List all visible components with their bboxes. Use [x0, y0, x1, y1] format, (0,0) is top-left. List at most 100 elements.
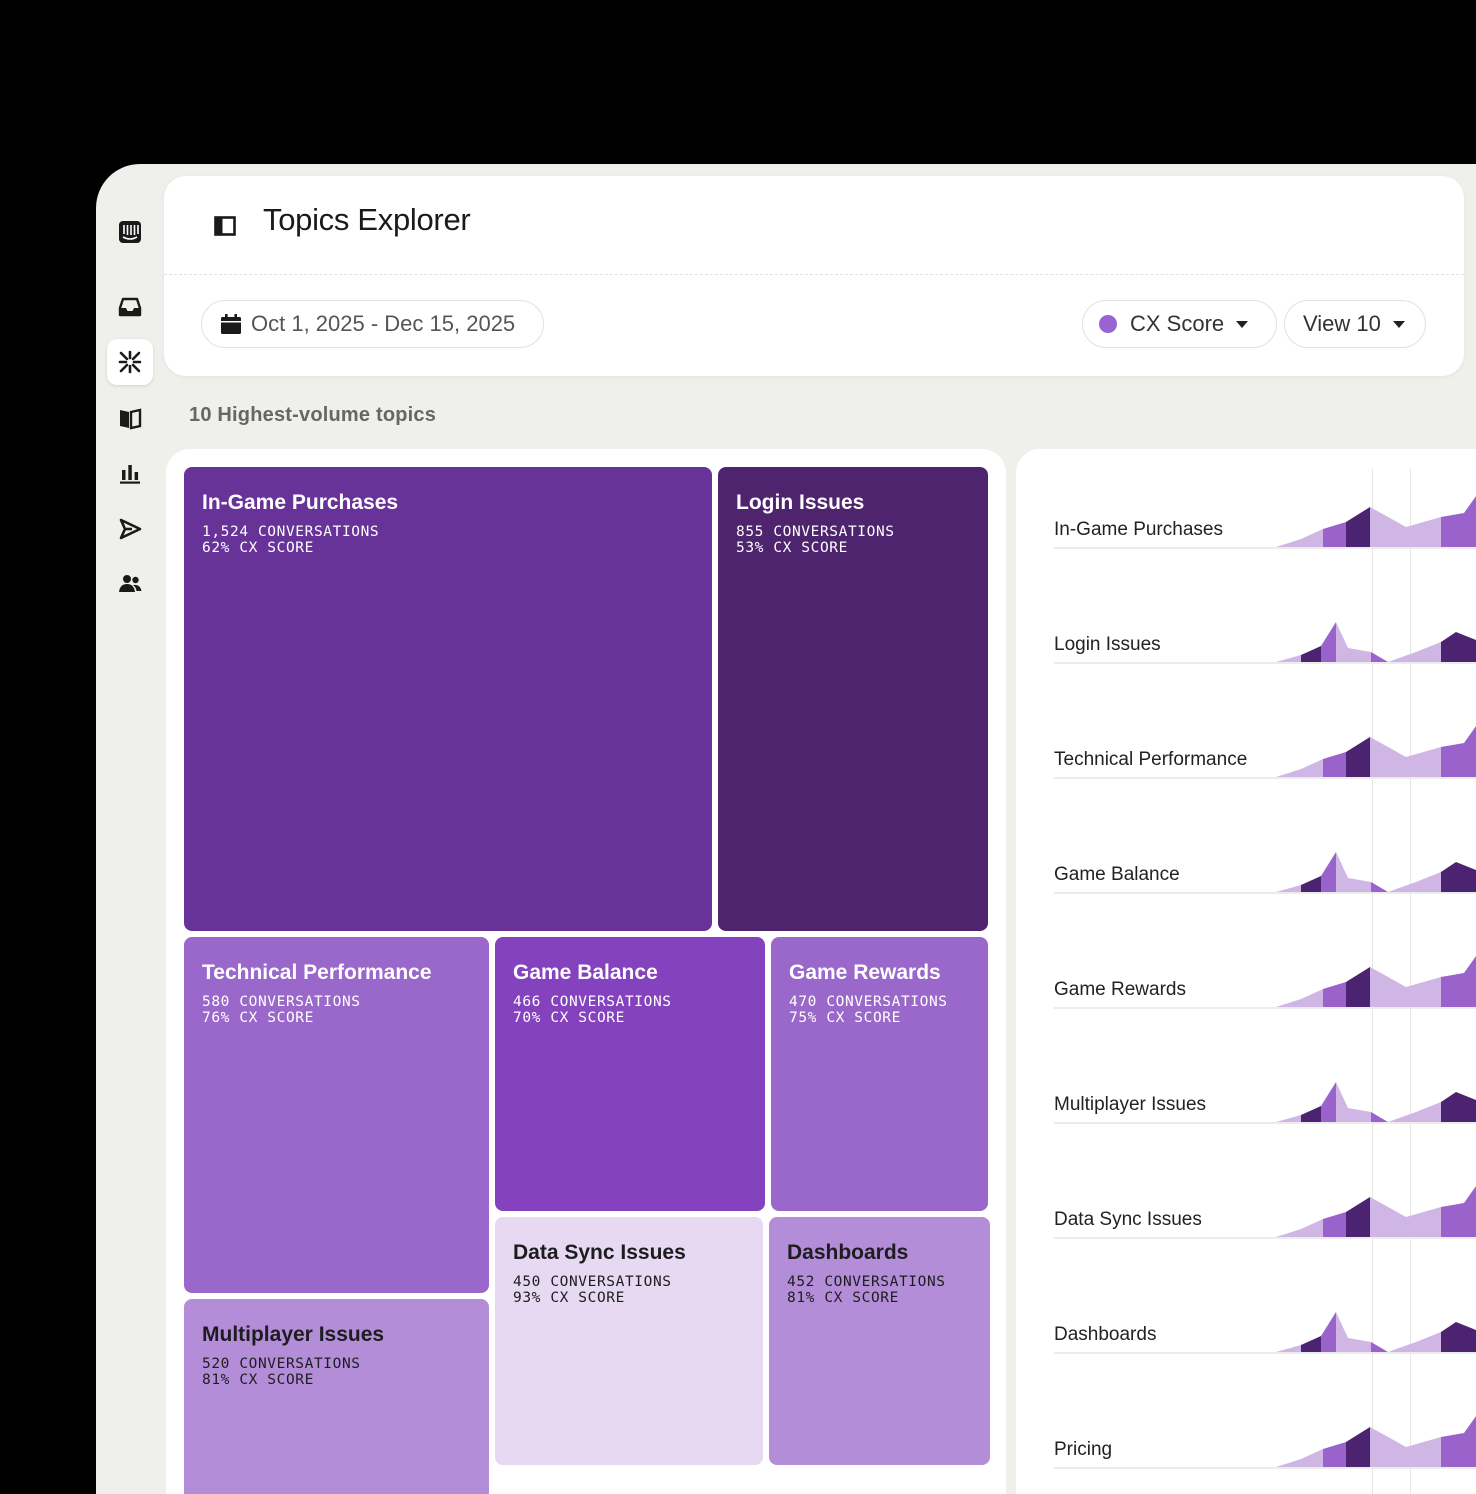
sparkline-segment	[1441, 513, 1464, 547]
metric-label: CX Score	[1130, 311, 1225, 336]
trend-label: Dashboards	[1054, 1324, 1157, 1345]
bar-chart-icon[interactable]	[107, 450, 153, 496]
topic-tile[interactable]: Game Rewards 470 CONVERSATIONS 75% CX SC…	[771, 937, 988, 1211]
people-icon[interactable]	[107, 561, 153, 607]
sparkline-segment	[1323, 522, 1346, 547]
sparkline-segment	[1323, 752, 1346, 777]
sparkline-segment	[1301, 1106, 1321, 1122]
topic-conversations: 1,524 CONVERSATIONS	[202, 524, 380, 540]
trend-row[interactable]: Pricing	[1054, 1397, 1476, 1469]
trend-sparkline	[1276, 1416, 1476, 1467]
sparkline-segment	[1441, 743, 1464, 777]
topic-conversations: 855 CONVERSATIONS	[736, 524, 895, 540]
trend-sparkline	[1276, 1312, 1476, 1352]
book-icon[interactable]	[107, 395, 153, 441]
sparkline-segment	[1441, 632, 1476, 662]
section-label: 10 Highest-volume topics	[189, 404, 437, 426]
trend-row[interactable]: Dashboards	[1054, 1282, 1476, 1354]
trend-gridline	[1410, 469, 1411, 1494]
trend-label: In-Game Purchases	[1054, 519, 1223, 540]
sparkline-segment	[1441, 1322, 1476, 1352]
trend-row[interactable]: Technical Performance	[1054, 707, 1476, 779]
topic-name: Login Issues	[736, 491, 865, 514]
trend-label: Multiplayer Issues	[1054, 1094, 1207, 1115]
trend-sparkline	[1276, 726, 1476, 777]
page-title: Topics Explorer	[263, 202, 471, 237]
topic-tile[interactable]: Game Balance 466 CONVERSATIONS 70% CX SC…	[495, 937, 765, 1211]
topic-name: Technical Performance	[202, 961, 432, 984]
topic-conversations: 466 CONVERSATIONS	[513, 994, 672, 1010]
sparkline-segment	[1323, 982, 1346, 1007]
trend-row[interactable]: Multiplayer Issues	[1054, 1052, 1476, 1124]
view-count-label: View 10	[1303, 311, 1381, 336]
sparkline-segment	[1464, 1186, 1476, 1237]
topic-trends-panel: In-Game Purchases Login Issues Technical P…	[1016, 449, 1476, 1494]
sparkline-segment	[1388, 872, 1441, 892]
trend-row[interactable]: Game Rewards	[1054, 937, 1476, 1009]
sparkline-segment	[1336, 1312, 1371, 1352]
trend-label: Login Issues	[1054, 634, 1161, 655]
sidebar-toggle-icon[interactable]	[214, 216, 236, 236]
sparkline-segment	[1346, 1197, 1370, 1237]
sparkline-segment	[1464, 496, 1476, 547]
sparkline-segment	[1323, 1442, 1346, 1467]
trend-label: Game Rewards	[1054, 979, 1186, 1000]
sparkline-segment	[1464, 956, 1476, 1007]
logo-icon[interactable]	[107, 209, 153, 255]
sparkline-segment	[1371, 1342, 1388, 1352]
sparkline-segment	[1336, 622, 1371, 662]
trend-label: Pricing	[1054, 1439, 1113, 1460]
sparkline-segment	[1276, 1219, 1323, 1237]
sparkline-segment	[1370, 737, 1441, 777]
sparkline-segment	[1276, 655, 1301, 662]
sparkline-segment	[1336, 1082, 1371, 1122]
sparkline-segment	[1370, 1427, 1441, 1467]
sidebar	[96, 164, 164, 1494]
sparkline-segment	[1336, 852, 1371, 892]
sparkline-segment	[1321, 1312, 1336, 1352]
trend-row[interactable]: Login Issues	[1054, 592, 1476, 664]
send-icon[interactable]	[107, 506, 153, 552]
topics-icon[interactable]	[107, 339, 153, 385]
sparkline-segment	[1441, 1092, 1476, 1122]
sparkline-segment	[1323, 1212, 1346, 1237]
topic-score: 53% CX SCORE	[736, 540, 848, 556]
topic-conversations: 580 CONVERSATIONS	[202, 994, 361, 1010]
topic-conversations: 520 CONVERSATIONS	[202, 1356, 361, 1372]
trend-sparkline	[1276, 496, 1476, 547]
sparkline-segment	[1388, 1332, 1441, 1352]
date-range-picker[interactable]: Oct 1, 2025 - Dec 15, 2025	[201, 300, 544, 348]
sparkline-segment	[1371, 652, 1388, 662]
topic-tile[interactable]: Login Issues 855 CONVERSATIONS 53% CX SC…	[718, 467, 988, 931]
topic-tile[interactable]: Technical Performance 580 CONVERSATIONS …	[184, 937, 489, 1293]
topic-tile[interactable]: In-Game Purchases 1,524 CONVERSATIONS 62…	[184, 467, 712, 931]
sparkline-segment	[1464, 1416, 1476, 1467]
topic-name: Game Balance	[513, 961, 658, 984]
topic-name: In-Game Purchases	[202, 491, 399, 514]
sparkline-segment	[1276, 1345, 1301, 1352]
view-count-dropdown[interactable]: View 10	[1284, 300, 1426, 348]
inbox-icon[interactable]	[107, 284, 153, 330]
topic-score: 62% CX SCORE	[202, 540, 314, 556]
topic-name: Multiplayer Issues	[202, 1323, 385, 1346]
topic-tile[interactable]: Dashboards 452 CONVERSATIONS 81% CX SCOR…	[769, 1217, 990, 1465]
topic-tile[interactable]: Multiplayer Issues 520 CONVERSATIONS 81%…	[184, 1299, 489, 1494]
trend-row[interactable]: Game Balance	[1054, 822, 1476, 894]
sparkline-segment	[1441, 862, 1476, 892]
sparkline-segment	[1388, 1102, 1441, 1122]
topic-tile[interactable]: Data Sync Issues 450 CONVERSATIONS 93% C…	[495, 1217, 763, 1465]
sparkline-segment	[1276, 759, 1323, 777]
sparkline-segment	[1441, 1203, 1464, 1237]
trend-row[interactable]: In-Game Purchases	[1054, 477, 1476, 549]
sparkline-segment	[1346, 507, 1370, 547]
sparkline-segment	[1301, 1336, 1321, 1352]
metric-dropdown[interactable]: CX Score	[1082, 300, 1277, 348]
sparkline-segment	[1321, 1082, 1336, 1122]
trend-label: Technical Performance	[1054, 749, 1248, 770]
trend-sparkline	[1276, 956, 1476, 1007]
sparkline-segment	[1370, 1197, 1441, 1237]
app-window: Topics Explorer Oct 1, 2025 - Dec 15, 20…	[96, 164, 1476, 1494]
trend-row[interactable]: Data Sync Issues	[1054, 1167, 1476, 1239]
sparkline-segment	[1276, 1115, 1301, 1122]
trend-sparkline	[1276, 622, 1476, 662]
